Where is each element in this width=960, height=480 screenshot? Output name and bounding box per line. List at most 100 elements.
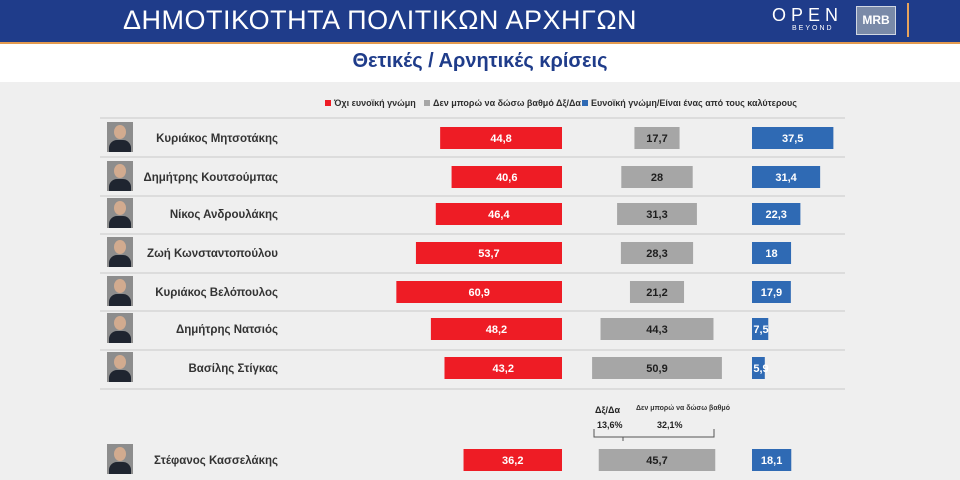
bar-neutral-7 xyxy=(598,449,716,471)
candidate-photo-5 xyxy=(107,313,133,343)
category-label-1: Δημήτρης Κουτσούμπας xyxy=(143,172,278,184)
photo-body-6 xyxy=(109,370,131,382)
data-label-negative-7: 36,2 xyxy=(502,455,523,467)
photo-head-2 xyxy=(114,201,126,215)
mrb-logo: MRB xyxy=(856,6,896,35)
photo-head-0 xyxy=(114,125,126,139)
data-label-positive-0: 37,5 xyxy=(782,133,803,145)
data-label-negative-0: 44,8 xyxy=(490,133,511,145)
data-label-neutral-6: 50,9 xyxy=(646,363,667,375)
photo-body-1 xyxy=(109,179,131,191)
data-label-positive-7: 18,1 xyxy=(761,455,782,467)
legend-item-positive: Ευνοϊκή γνώμη/Είναι ένας από τους καλύτε… xyxy=(582,98,797,108)
bar-positive-3 xyxy=(752,242,792,264)
split-bracket-line xyxy=(593,429,715,438)
candidate-photo-1 xyxy=(107,161,133,191)
category-label-0: Κυριάκος Μητσοτάκης xyxy=(156,133,278,145)
bar-positive-0 xyxy=(752,127,834,149)
data-label-positive-4: 17,9 xyxy=(761,287,782,299)
split-value-cannot-rate: 32,1% xyxy=(657,420,683,430)
candidate-photo-2 xyxy=(107,198,133,228)
header-band: ΔΗΜΟΤΙΚΟΤΗΤΑ ΠΟΛΙΤΙΚΩΝ ΑΡΧΗΓΩΝ OPEN BEYO… xyxy=(0,0,960,42)
split-label-dk: Δξ/Δα xyxy=(595,405,620,415)
data-label-negative-5: 48,2 xyxy=(486,324,507,336)
data-label-positive-5: 7,5 xyxy=(753,324,768,336)
open-logo-tagline: BEYOND xyxy=(792,25,834,32)
data-label-positive-2: 22,3 xyxy=(765,209,786,221)
data-label-neutral-7: 45,7 xyxy=(646,455,667,467)
bar-negative-0 xyxy=(440,127,562,149)
photo-head-4 xyxy=(114,279,126,293)
bar-neutral-1 xyxy=(621,166,693,188)
bar-neutral-5 xyxy=(600,318,714,340)
bar-negative-3 xyxy=(415,242,562,264)
category-label-3: Ζωή Κωνσταντοπούλου xyxy=(147,248,278,260)
category-label-4: Κυριάκος Βελόπουλος xyxy=(155,287,278,299)
bar-negative-6 xyxy=(444,357,562,379)
photo-body-0 xyxy=(109,140,131,152)
data-label-negative-2: 46,4 xyxy=(488,209,510,221)
bar-neutral-6 xyxy=(592,357,722,379)
data-label-neutral-1: 28 xyxy=(651,172,663,184)
candidate-photo-7 xyxy=(107,444,133,474)
candidate-photo-6 xyxy=(107,352,133,382)
photo-head-6 xyxy=(114,355,126,369)
data-label-neutral-3: 28,3 xyxy=(646,248,667,260)
data-label-negative-3: 53,7 xyxy=(478,248,499,260)
candidate-photo-0 xyxy=(107,122,133,152)
legend-swatch-negative xyxy=(325,100,331,106)
bar-negative-2 xyxy=(435,203,562,225)
data-label-neutral-2: 31,3 xyxy=(646,209,667,221)
legend-item-neutral: Δεν μπορώ να δώσω βαθμό Δξ/Δα xyxy=(424,98,581,108)
candidate-photo-4 xyxy=(107,276,133,306)
photo-head-1 xyxy=(114,164,126,178)
bar-neutral-4 xyxy=(629,281,685,303)
header-accent-line xyxy=(0,42,960,44)
data-label-positive-6: 5,9 xyxy=(753,363,768,375)
bar-positive-2 xyxy=(752,203,801,225)
bar-negative-7 xyxy=(463,449,562,471)
data-label-negative-6: 43,2 xyxy=(493,363,514,375)
category-label-5: Δημήτρης Νατσιός xyxy=(176,324,278,336)
bar-positive-6 xyxy=(752,357,765,379)
chart-subtitle: Θετικές / Αρνητικές κρίσεις xyxy=(352,50,608,72)
data-label-positive-3: 18 xyxy=(765,248,777,260)
subtitle-band: Θετικές / Αρνητικές κρίσεις xyxy=(0,44,960,82)
legend-item-negative: Όχι ευνοϊκή γνώμη xyxy=(325,98,416,108)
bar-neutral-0 xyxy=(634,127,680,149)
bar-positive-1 xyxy=(752,166,821,188)
bar-positive-5 xyxy=(752,318,769,340)
bar-negative-5 xyxy=(430,318,562,340)
data-label-neutral-4: 21,2 xyxy=(646,287,667,299)
bar-negative-1 xyxy=(451,166,562,188)
data-label-negative-1: 40,6 xyxy=(496,172,517,184)
legend-swatch-positive xyxy=(582,100,588,106)
header-divider xyxy=(907,3,909,37)
data-label-neutral-0: 17,7 xyxy=(646,133,667,145)
page-title: ΔΗΜΟΤΙΚΟΤΗΤΑ ΠΟΛΙΤΙΚΩΝ ΑΡΧΗΓΩΝ xyxy=(122,5,638,35)
data-label-negative-4: 60,9 xyxy=(468,287,489,299)
split-label-cannot-rate: Δεν μπορώ να δώσω βαθμό xyxy=(636,405,730,412)
candidate-photo-3 xyxy=(107,237,133,267)
category-label-2: Νίκος Ανδρουλάκης xyxy=(170,209,278,221)
data-label-neutral-5: 44,3 xyxy=(646,324,667,336)
bar-neutral-3 xyxy=(620,242,694,264)
legend-label-negative: Όχι ευνοϊκή γνώμη xyxy=(334,98,416,108)
photo-head-3 xyxy=(114,240,126,254)
photo-body-2 xyxy=(109,216,131,228)
bar-positive-4 xyxy=(752,281,791,303)
legend-label-positive: Ευνοϊκή γνώμη/Είναι ένας από τους καλύτε… xyxy=(591,98,797,108)
category-label-6: Βασίλης Στίγκας xyxy=(188,363,278,375)
category-label-7: Στέφανος Κασσελάκης xyxy=(154,455,278,467)
photo-body-4 xyxy=(109,294,131,306)
legend-label-neutral: Δεν μπορώ να δώσω βαθμό Δξ/Δα xyxy=(433,98,581,108)
split-bracket xyxy=(593,429,715,441)
photo-body-3 xyxy=(109,255,131,267)
legend-swatch-neutral xyxy=(424,100,430,106)
open-logo: OPEN xyxy=(772,5,844,25)
bar-negative-4 xyxy=(396,281,562,303)
photo-head-5 xyxy=(114,316,126,330)
photo-body-7 xyxy=(109,462,131,474)
data-label-positive-1: 31,4 xyxy=(775,172,797,184)
